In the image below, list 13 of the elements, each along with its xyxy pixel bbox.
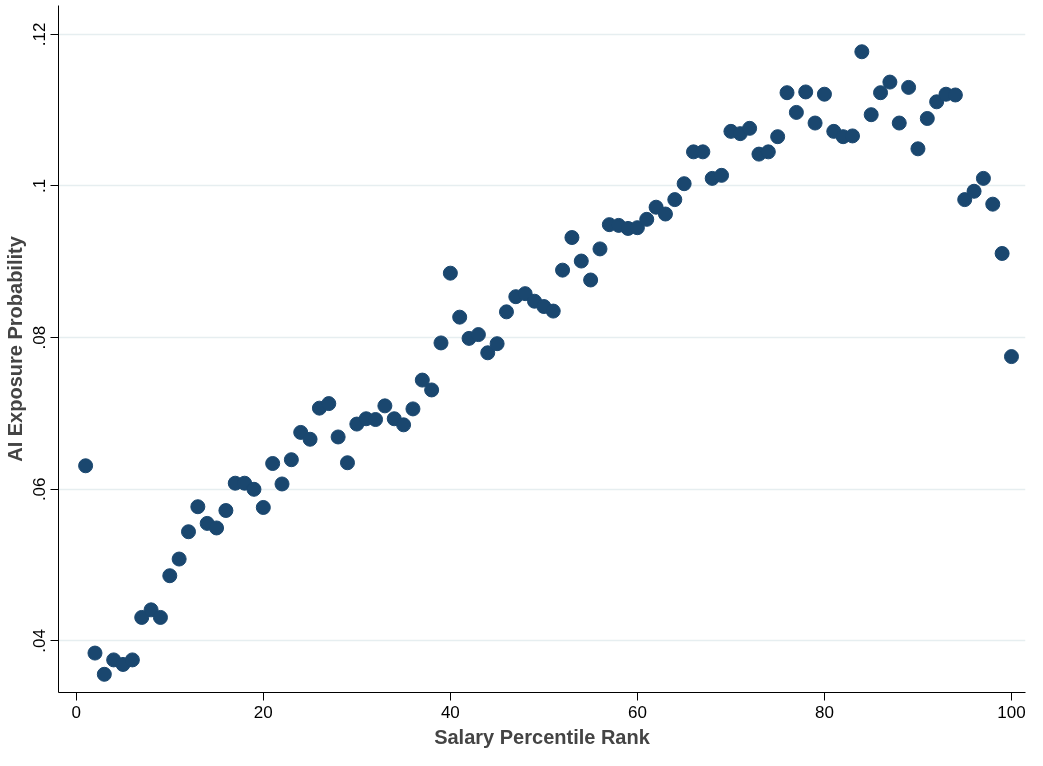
- x-tick-label: 60: [627, 702, 647, 722]
- x-tick-label: 0: [71, 702, 82, 722]
- y-tick-label: .04: [30, 629, 50, 653]
- y-tick-label: .08: [30, 325, 50, 350]
- y-tick-label: .12: [30, 22, 50, 47]
- x-tick-label: 80: [814, 702, 834, 722]
- y-axis-title: AI Exposure Probability: [3, 235, 26, 462]
- y-tick-label: .06: [30, 477, 50, 502]
- y-tick-label: .1: [30, 178, 50, 194]
- x-axis-title: Salary Percentile Rank: [434, 725, 651, 748]
- x-tick-label: 100: [997, 702, 1026, 722]
- x-tick-label: 40: [440, 702, 460, 722]
- x-tick-label: 20: [253, 702, 273, 722]
